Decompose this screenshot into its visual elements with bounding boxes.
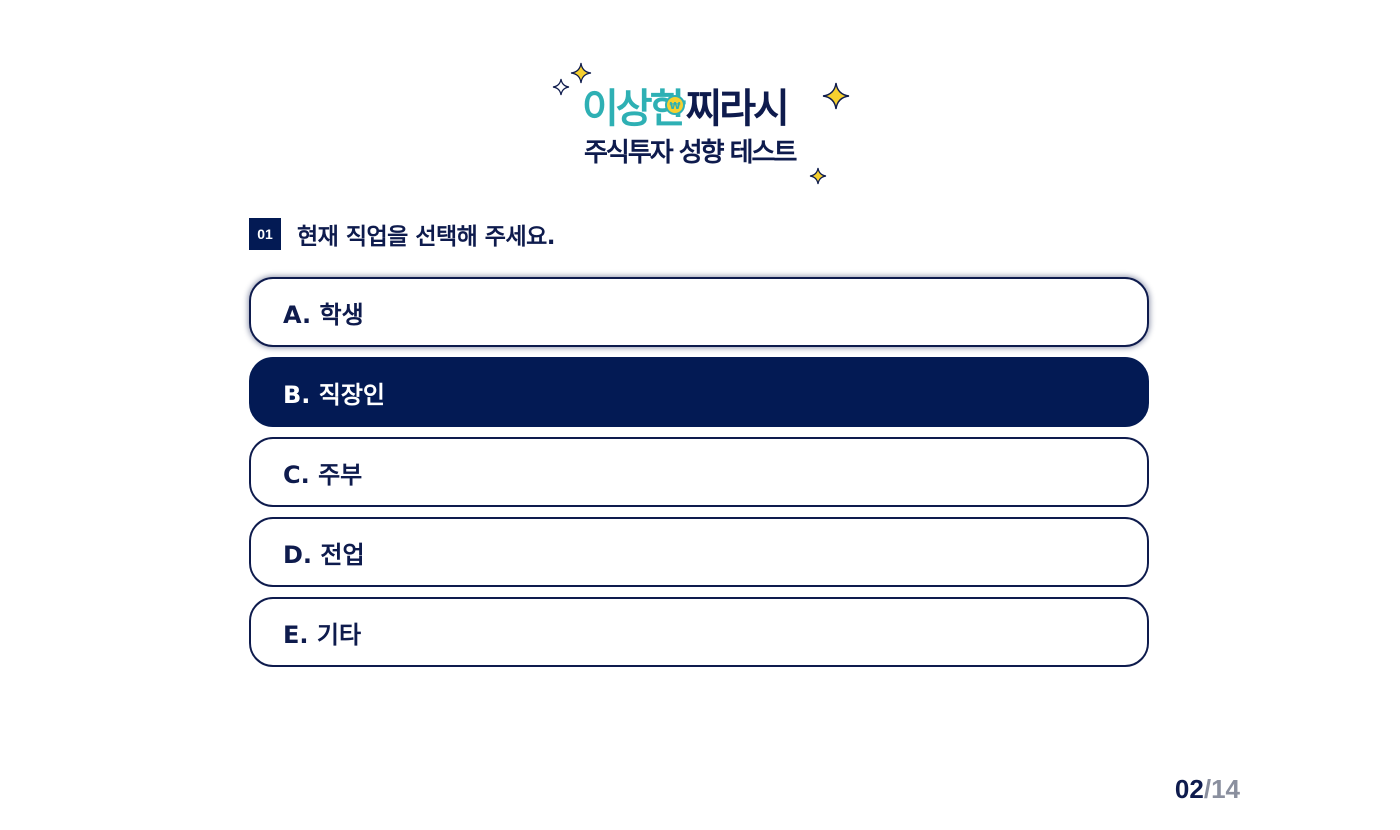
option-e-button[interactable]: E. 기타 [249, 597, 1149, 667]
page-total: 14 [1211, 774, 1240, 804]
logo-title-navy: 찌라시 [685, 86, 789, 132]
option-label: D. 전업 [283, 540, 365, 569]
option-d-button[interactable]: D. 전업 [249, 517, 1149, 587]
won-coin-icon: ₩ [665, 95, 685, 115]
sparkle-icon [822, 82, 850, 110]
logo-subtitle: 주식투자 성향 테스트 [584, 138, 797, 168]
page-current: 02 [1174, 774, 1204, 804]
page-counter: 02/14 [1175, 774, 1240, 805]
option-c-button[interactable]: C. 주부 [249, 437, 1149, 507]
svg-text:₩: ₩ [669, 101, 680, 112]
answer-options: A. 학생 B. 직장인 C. 주부 D. 전업 E. 기타 [249, 277, 1149, 677]
page-separator: / [1203, 774, 1212, 804]
logo-title: 이상한 찌라시 [582, 80, 790, 132]
app-logo: 이상한 찌라시 ₩ 주식투자 성향 테스트 [550, 58, 860, 190]
question-text: 현재 직업을 선택해 주세요. [297, 224, 556, 250]
option-b-button[interactable]: B. 직장인 [249, 357, 1149, 427]
option-label: E. 기타 [283, 620, 362, 649]
option-label: B. 직장인 [283, 380, 386, 409]
option-a-button[interactable]: A. 학생 [249, 277, 1149, 347]
question-header: 01 현재 직업을 선택해 주세요. [249, 218, 556, 250]
question-number-badge: 01 [249, 218, 281, 250]
sparkle-icon [809, 167, 827, 185]
sparkle-icon [552, 78, 570, 96]
option-label: A. 학생 [283, 300, 364, 329]
option-label: C. 주부 [283, 460, 363, 489]
sparkle-icon [570, 62, 592, 84]
